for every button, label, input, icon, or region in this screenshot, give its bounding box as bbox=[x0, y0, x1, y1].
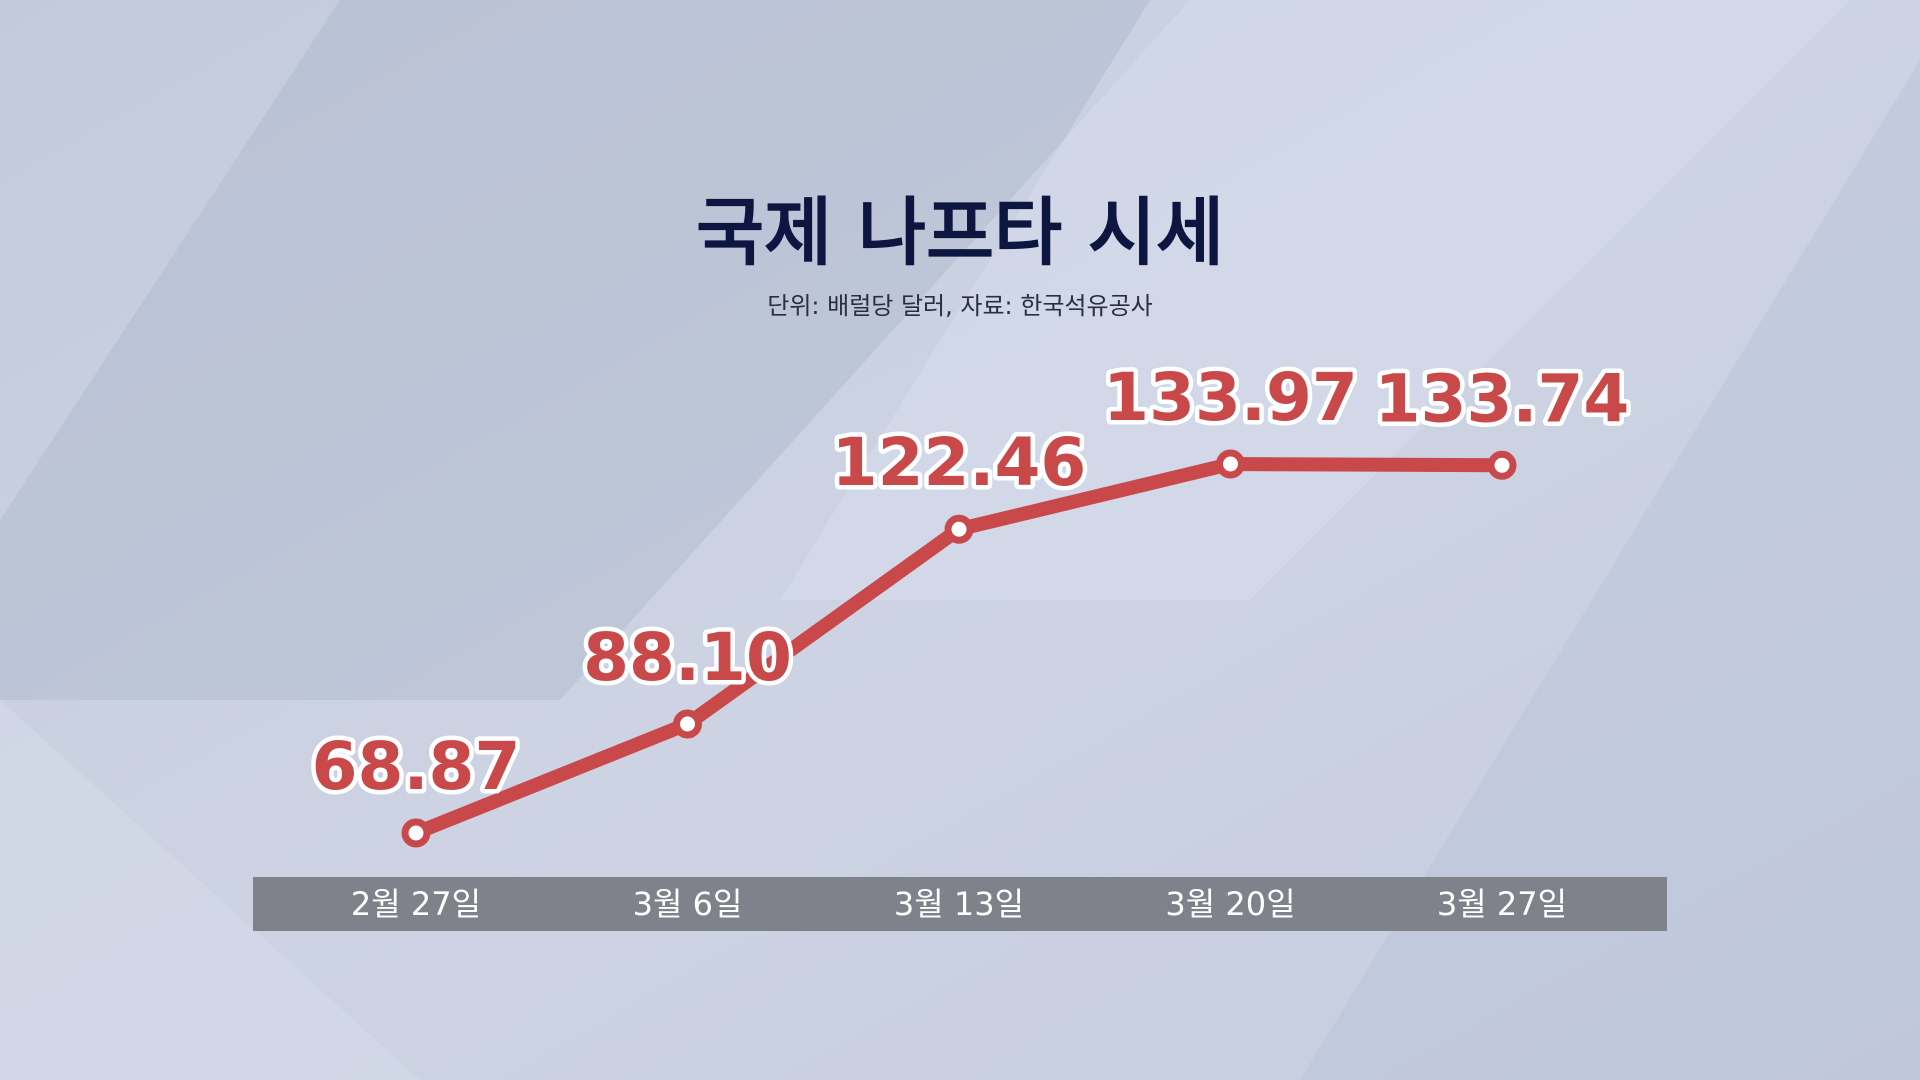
chart-title: 국제 나프타 시세 bbox=[696, 190, 1224, 276]
value-label: 133.74 bbox=[1375, 360, 1630, 437]
point bbox=[673, 709, 702, 739]
value-label: 133.97 bbox=[1103, 359, 1358, 436]
x-tick-label: 3월 6일 bbox=[633, 885, 743, 923]
bg-shape bbox=[780, 0, 1850, 600]
bg-shape bbox=[0, 700, 420, 1080]
x-tick-label: 2월 27일 bbox=[351, 885, 481, 923]
category-bar bbox=[253, 877, 1667, 931]
value-label: 88.10 bbox=[583, 619, 792, 696]
point bbox=[1487, 450, 1517, 480]
bg-shape bbox=[1300, 60, 1920, 1080]
point bbox=[1216, 449, 1245, 479]
point bbox=[401, 818, 431, 848]
bg-shape bbox=[0, 0, 1190, 700]
chart-subtitle: 단위: 배럴당 달러, 자료: 한국석유공사 bbox=[767, 292, 1153, 320]
value-label: 68.87 bbox=[312, 728, 521, 805]
x-tick-label: 3월 27일 bbox=[1437, 885, 1567, 923]
x-tick-label: 3월 13일 bbox=[894, 885, 1024, 923]
value-label: 122.46 bbox=[832, 424, 1087, 501]
point bbox=[944, 514, 974, 544]
x-tick-label: 3월 20일 bbox=[1165, 885, 1295, 923]
